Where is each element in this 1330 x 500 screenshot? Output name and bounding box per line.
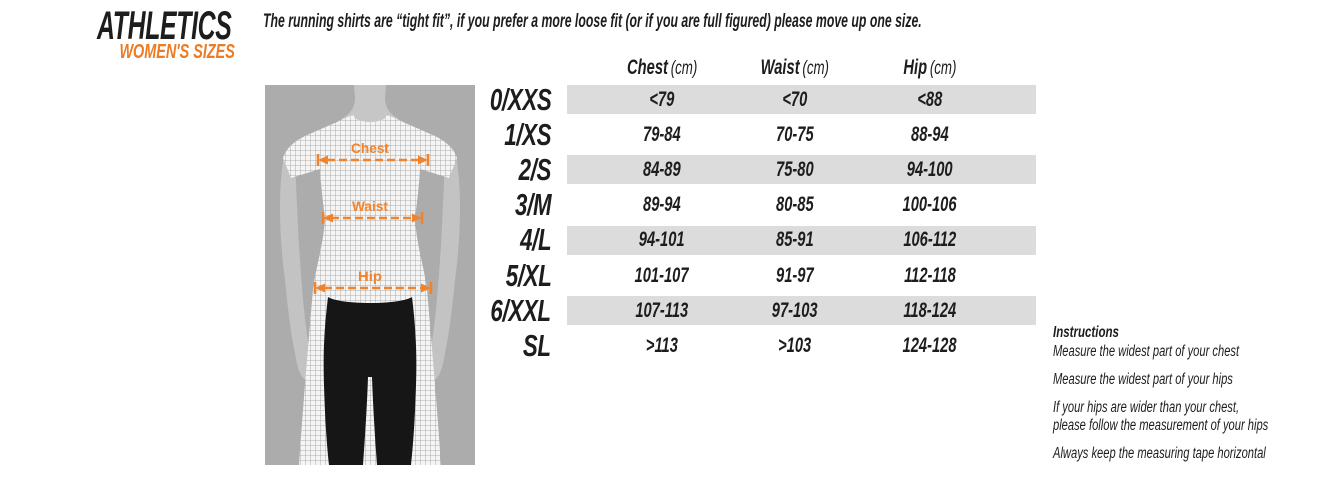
cell-0-xxs-hip: <88 <box>917 87 943 111</box>
fit-note-text: The running shirts are “tight fit”, if y… <box>263 10 922 32</box>
chest-measure-label: Chest <box>351 140 389 156</box>
instruction-item: Always keep the measuring tape horizonta… <box>1053 445 1266 462</box>
size-label-sl: SL <box>523 327 551 363</box>
cell-5-xl-chest: 101-107 <box>635 263 689 287</box>
cell-3-m-chest: 89-94 <box>643 193 681 217</box>
cell-1-xs-waist: 70-75 <box>776 122 814 146</box>
cell-4-l-chest: 94-101 <box>639 228 685 252</box>
cell-2-s-chest: 84-89 <box>643 157 681 181</box>
size-label-2-s: 2/S <box>518 151 552 187</box>
brand-logo-subtitle-text: WOMEN'S SIZES <box>119 41 235 63</box>
column-header-chest: Chest (cm) <box>582 54 742 82</box>
column-header-hip: Hip (cm) <box>850 54 1010 82</box>
column-header-chest-label: Chest <box>626 56 668 79</box>
instructions-title: Instructions <box>1053 324 1119 341</box>
fit-note: The running shirts are “tight fit”, if y… <box>263 10 1309 33</box>
table-row-stripe <box>567 296 1036 326</box>
column-header-waist: Waist (cm) <box>715 54 875 82</box>
measure-arrowheads <box>315 155 431 293</box>
cell-4-l-hip: 106-112 <box>903 228 957 252</box>
column-header-hip-unit: (cm) <box>929 58 957 79</box>
cell-0-xxs-chest: <79 <box>649 87 675 111</box>
table-row-stripe <box>567 225 1036 255</box>
size-label-6-xxl: 6/XXL <box>490 292 552 328</box>
model-leggings <box>323 297 417 465</box>
shirt-collar <box>354 110 386 122</box>
hip-measure-label: Hip <box>358 268 382 284</box>
cell-1-xs-hip: 88-94 <box>911 122 949 146</box>
cell-2-s-hip: 94-100 <box>907 157 953 181</box>
cell-sl-hip: 124-128 <box>903 333 957 357</box>
cell-3-m-waist: 80-85 <box>776 193 814 217</box>
instruction-item: Measure the widest part of your hips <box>1053 371 1233 388</box>
column-header-chest-unit: (cm) <box>670 58 698 79</box>
model-neck <box>341 85 399 119</box>
instructions-block: Instructions Measure the widest part of … <box>1053 324 1269 473</box>
column-header-waist-label: Waist <box>760 56 800 79</box>
cell-5-xl-waist: 91-97 <box>776 263 814 287</box>
table-row-stripe <box>567 85 1036 114</box>
cell-sl-chest: >113 <box>645 333 679 357</box>
instruction-item: If your hips are wider than your chest, … <box>1053 399 1269 434</box>
brand-logo-subtitle: WOMEN'S SIZES <box>97 41 234 64</box>
waist-measure-label: Waist <box>352 198 388 214</box>
cell-6-xxl-hip: 118-124 <box>903 298 957 322</box>
table-row-stripe <box>567 155 1036 185</box>
brand-logo-text: ATHLETICS <box>97 4 232 48</box>
size-label-0-xxs: 0/XXS <box>489 81 552 117</box>
column-header-hip-label: Hip <box>903 56 928 79</box>
cell-2-s-waist: 75-80 <box>776 157 814 181</box>
cell-sl-waist: >103 <box>778 333 812 357</box>
model-left-arm <box>279 155 315 379</box>
instruction-item: Measure the widest part of your chest <box>1053 343 1240 360</box>
cell-4-l-waist: 85-91 <box>776 228 814 252</box>
size-label-5-xl: 5/XL <box>505 257 551 293</box>
size-label-4-l: 4/L <box>519 222 552 258</box>
size-label-1-xs: 1/XS <box>504 116 551 152</box>
cell-3-m-hip: 100-106 <box>903 193 957 217</box>
size-label-3-m: 3/M <box>514 187 551 223</box>
cell-6-xxl-waist: 97-103 <box>772 298 818 322</box>
model-photo: Chest Waist Hip <box>265 85 475 465</box>
cell-5-xl-hip: 112-118 <box>904 263 956 287</box>
cell-1-xs-chest: 79-84 <box>643 122 681 146</box>
column-header-waist-unit: (cm) <box>802 58 830 79</box>
brand-logo: ATHLETICS <box>97 4 314 49</box>
cell-0-xxs-waist: <70 <box>782 87 808 111</box>
cell-6-xxl-chest: 107-113 <box>635 298 689 322</box>
